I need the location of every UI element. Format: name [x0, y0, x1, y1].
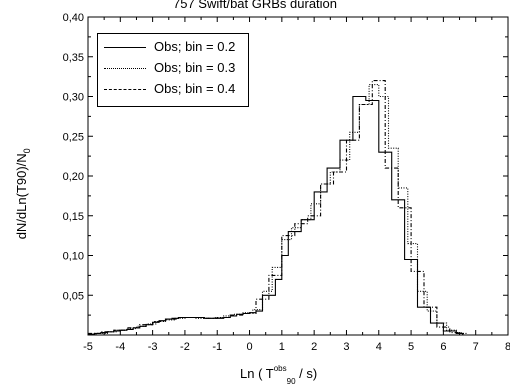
series-line-solid	[88, 95, 464, 335]
series-line-dotted	[88, 84, 467, 335]
x-tick-label: 7	[473, 341, 479, 353]
legend-label: Obs; bin = 0.2	[154, 39, 236, 54]
legend-label: Obs; bin = 0.3	[154, 60, 236, 75]
y-tick-label: 0,35	[63, 52, 84, 64]
y-tick-label: 0,20	[63, 171, 84, 183]
y-tick-label: 0,40	[63, 12, 84, 24]
x-tick-label: 3	[343, 341, 349, 353]
series-group	[88, 80, 467, 335]
y-tick-label: 0,05	[63, 290, 84, 302]
x-tick-label: 8	[505, 341, 510, 353]
y-axis-label: dN/dLn(T90)/N0	[14, 148, 32, 240]
x-tick-label: 0	[246, 341, 252, 353]
x-tick-label: 6	[440, 341, 446, 353]
legend: Obs; bin = 0.2 Obs; bin = 0.3 Obs; bin =…	[97, 33, 249, 107]
y-tick-label: 0,25	[63, 131, 84, 143]
x-tick-label: -2	[180, 341, 190, 353]
chart-title: 757 Swift/bat GRBs duration	[172, 0, 338, 11]
tick-labels: -5 -4 -3 -2 -1 0 1 2 3 4 5 6 7 8 0,05 0,10 0,15 0,20 0,25 0…	[63, 12, 510, 353]
x-tick-label: 5	[408, 341, 414, 353]
x-axis-label: Ln ( Tobs90 / s)	[240, 364, 318, 386]
legend-item-bin-0-3: Obs; bin = 0.3	[104, 59, 244, 77]
y-tick-label: 0,10	[63, 251, 84, 263]
x-tick-label: 1	[279, 341, 285, 353]
legend-item-bin-0-2: Obs; bin = 0.2	[104, 38, 244, 56]
x-tick-label: 2	[311, 341, 317, 353]
legend-swatch-dashdot	[104, 89, 146, 90]
series-line-dashdot	[88, 80, 464, 335]
y-tick-label: 0,30	[63, 92, 84, 104]
legend-swatch-solid	[104, 47, 146, 48]
legend-swatch-dotted	[104, 68, 146, 69]
axes	[87, 16, 509, 336]
x-tick-label: 4	[376, 341, 382, 353]
x-tick-label: -5	[83, 341, 93, 353]
legend-label: Obs; bin = 0.4	[154, 81, 236, 96]
y-tick-label: 0,15	[63, 211, 84, 223]
x-tick-label: -1	[212, 341, 222, 353]
x-tick-label: -3	[148, 341, 158, 353]
legend-item-bin-0-4: Obs; bin = 0.4	[104, 80, 244, 98]
x-tick-label: -4	[115, 341, 125, 353]
